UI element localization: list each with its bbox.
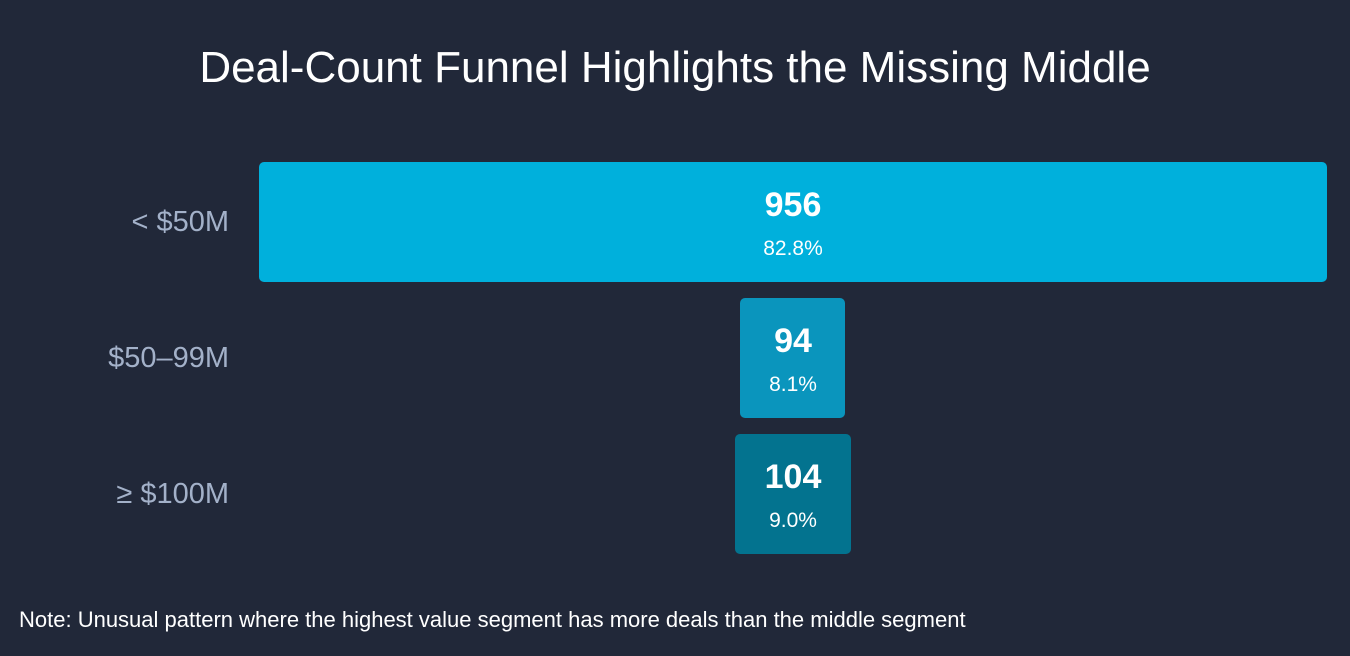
chart-note: Note: Unusual pattern where the highest …: [19, 607, 966, 632]
bar-percent-label: 82.8%: [763, 237, 823, 260]
funnel-bar: [734, 434, 852, 554]
bar-percent-label: 8.1%: [769, 373, 817, 396]
category-label: $50–99M: [108, 342, 229, 374]
category-label: < $50M: [131, 206, 229, 238]
chart-title: Deal-Count Funnel Highlights the Missing…: [199, 43, 1151, 92]
funnel-bar: [259, 162, 1327, 282]
funnel-bar: [740, 298, 846, 418]
bar-value-label: 956: [764, 186, 822, 224]
bar-value-label: 104: [764, 458, 822, 496]
bar-percent-label: 9.0%: [769, 509, 817, 532]
category-label: ≥ $100M: [116, 478, 229, 510]
bar-value-label: 94: [774, 322, 812, 360]
